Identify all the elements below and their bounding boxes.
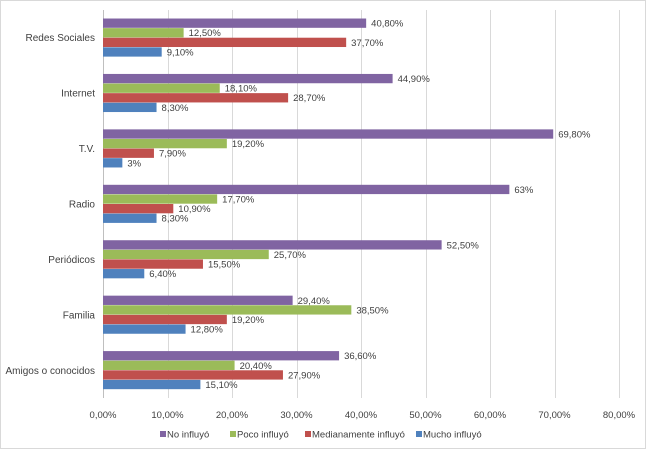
x-tick-label: 50,00% [409, 410, 442, 421]
legend-swatch [230, 431, 236, 437]
data-label: 52,50% [447, 240, 480, 251]
bar [103, 259, 203, 269]
data-label: 37,70% [351, 38, 384, 49]
bar [103, 184, 510, 195]
bar [103, 158, 123, 168]
bar [103, 138, 227, 149]
data-label: 44,90% [398, 74, 431, 85]
data-label: 12,80% [191, 325, 224, 336]
bar [103, 18, 367, 28]
bar [103, 240, 442, 250]
x-tick-label: 10,00% [151, 410, 184, 421]
category-label: Amigos o conocidos [6, 366, 96, 377]
legend-label: No influyó [167, 430, 209, 441]
data-label: 8,30% [162, 214, 189, 225]
bar [103, 148, 154, 158]
category-label: Familia [63, 310, 96, 321]
data-label: 63% [514, 185, 534, 196]
bar [103, 295, 293, 305]
bar [103, 379, 201, 390]
data-label: 10,90% [178, 204, 211, 215]
category-label: Redes Sociales [26, 33, 95, 44]
data-label: 38,50% [356, 305, 389, 316]
data-label: 17,70% [222, 195, 255, 206]
bar [103, 324, 186, 334]
legend-swatch [416, 431, 422, 437]
bar [103, 314, 227, 325]
legend-label: Mucho influyó [423, 430, 482, 441]
legend-item: Poco influyó [230, 430, 289, 441]
data-label: 18,10% [225, 84, 258, 95]
bar [103, 83, 220, 93]
data-label: 27,90% [288, 370, 321, 381]
category-label: T.V. [79, 144, 95, 155]
legend-swatch [305, 431, 311, 437]
data-label: 7,90% [159, 149, 186, 160]
legend-item: No influyó [160, 430, 209, 441]
bar [103, 28, 184, 38]
data-label: 28,70% [293, 93, 326, 104]
data-label: 15,10% [205, 380, 238, 391]
bar [103, 47, 162, 57]
data-label: 19,20% [232, 315, 265, 326]
data-label: 19,20% [232, 139, 265, 150]
bar [103, 249, 269, 260]
x-tick-label: 60,00% [474, 410, 507, 421]
data-label: 20,40% [240, 361, 273, 372]
bar [103, 37, 347, 48]
data-label: 3% [127, 158, 141, 169]
x-tick-label: 30,00% [280, 410, 313, 421]
bar [103, 204, 174, 214]
category-label: Internet [61, 89, 95, 100]
legend-item: Medianamente influyó [305, 430, 405, 441]
bars [103, 18, 554, 390]
bar [103, 129, 554, 139]
bar [103, 351, 340, 361]
category-label: Periódicos [48, 255, 95, 266]
legend-item: Mucho influyó [416, 430, 482, 441]
data-label: 69,80% [558, 129, 591, 140]
bar [103, 360, 235, 370]
legend: No influyó Poco influyó Medianamente influ… [160, 430, 482, 441]
data-label: 40,80% [371, 19, 404, 30]
data-label: 25,70% [274, 250, 307, 261]
data-label: 29,40% [298, 296, 331, 307]
data-labels: 40,80% 12,50% 37,70% 9,10% 44,90% 18,10% 28,70… [127, 19, 591, 391]
x-tick-label: 20,00% [216, 410, 249, 421]
bar [103, 102, 157, 113]
data-label: 15,50% [208, 260, 241, 271]
bar [103, 194, 218, 204]
x-tick-label: 70,00% [538, 410, 571, 421]
category-label: Radio [69, 200, 96, 211]
x-tick-label: 80,00% [603, 410, 636, 421]
x-axis-ticks: 0,00% 10,00% 20,00% 30,00% 40,00% 50,00% 60,00… [90, 410, 636, 421]
legend-label: Medianamente influyó [312, 430, 405, 441]
data-label: 9,10% [167, 47, 194, 58]
bar [103, 73, 393, 84]
category-labels: Redes Sociales Internet T.V. Radio Periódico… [6, 33, 96, 377]
legend-label: Poco influyó [237, 430, 289, 441]
data-label: 12,50% [189, 28, 222, 39]
bar [103, 370, 283, 380]
bar [103, 269, 145, 279]
data-label: 36,60% [344, 351, 377, 362]
legend-swatch [160, 431, 166, 437]
bar [103, 305, 352, 315]
data-label: 6,40% [149, 269, 176, 280]
bar [103, 93, 289, 103]
x-tick-label: 0,00% [90, 410, 117, 421]
data-label: 8,30% [162, 103, 189, 114]
bar [103, 213, 157, 223]
x-tick-label: 40,00% [345, 410, 378, 421]
